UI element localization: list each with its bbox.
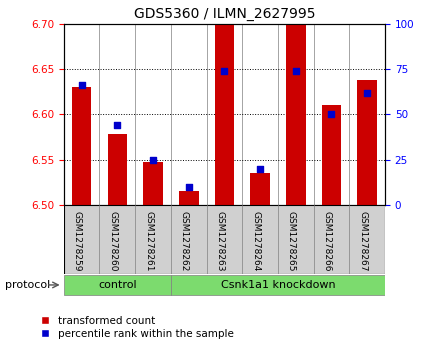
Point [257, 166, 264, 172]
Text: GSM1278261: GSM1278261 [144, 211, 153, 271]
Bar [322, 105, 341, 205]
Bar [286, 24, 306, 205]
Bar [107, 134, 127, 205]
Bar [72, 87, 92, 205]
Point [292, 68, 299, 74]
Point [221, 68, 228, 74]
Legend: transformed count, percentile rank within the sample: transformed count, percentile rank withi… [39, 314, 236, 341]
Text: GSM1278265: GSM1278265 [287, 211, 296, 271]
Text: GSM1278260: GSM1278260 [108, 211, 117, 271]
Bar [357, 80, 377, 205]
Point [150, 157, 157, 163]
Point [328, 111, 335, 117]
Point [185, 184, 192, 190]
Text: control: control [98, 280, 137, 290]
Title: GDS5360 / ILMN_2627995: GDS5360 / ILMN_2627995 [134, 7, 315, 21]
Text: GSM1278262: GSM1278262 [180, 211, 189, 271]
Bar [171, 275, 385, 295]
Text: GSM1278267: GSM1278267 [358, 211, 367, 271]
Bar [64, 275, 171, 295]
Bar [179, 192, 198, 205]
Point [114, 122, 121, 128]
Text: GSM1278259: GSM1278259 [73, 211, 82, 271]
Text: Csnk1a1 knockdown: Csnk1a1 knockdown [220, 280, 335, 290]
Bar [215, 24, 234, 205]
Point [78, 82, 85, 88]
Text: GSM1278266: GSM1278266 [323, 211, 331, 271]
Bar [143, 162, 163, 205]
Text: protocol: protocol [5, 280, 50, 290]
Text: GSM1278264: GSM1278264 [251, 211, 260, 271]
Bar [250, 174, 270, 205]
Text: GSM1278263: GSM1278263 [216, 211, 224, 271]
Point [363, 90, 370, 95]
